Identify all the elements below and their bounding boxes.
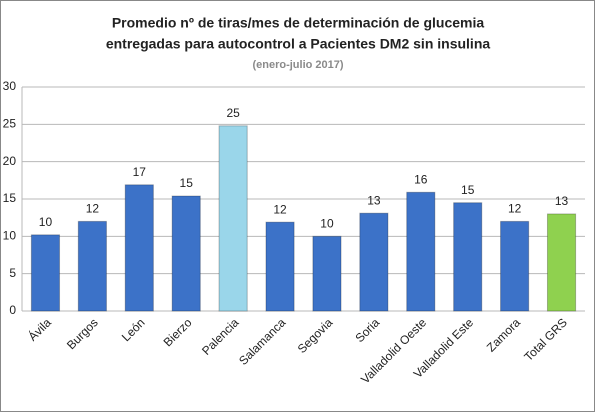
- y-tick-label: 15: [3, 191, 17, 205]
- bar: [546, 213, 577, 312]
- data-label: 12: [86, 202, 100, 216]
- data-label: 25: [226, 106, 240, 120]
- bar: [453, 202, 483, 312]
- bar: [500, 220, 530, 312]
- y-tick-label: 25: [3, 117, 17, 131]
- y-tick-label: 20: [3, 154, 17, 168]
- bar: [406, 191, 436, 312]
- data-label: 13: [367, 193, 381, 207]
- bar: [359, 212, 389, 312]
- data-label: 15: [180, 176, 194, 190]
- data-label: 13: [555, 194, 569, 208]
- data-label: 12: [273, 202, 287, 216]
- y-tick-label: 0: [9, 303, 16, 317]
- bar: [312, 235, 342, 312]
- bar: [171, 195, 201, 312]
- data-label: 12: [508, 202, 522, 216]
- bar: [30, 234, 61, 312]
- data-label: 10: [320, 217, 334, 231]
- y-tick-label: 5: [9, 266, 16, 280]
- bar: [218, 125, 248, 312]
- data-label: 10: [39, 215, 53, 229]
- bar: [265, 221, 295, 312]
- bar: [124, 184, 154, 312]
- chart-title-line: Promedio nº de tiras/mes de determinació…: [112, 15, 485, 31]
- bar: [77, 220, 107, 312]
- y-tick-label: 10: [3, 229, 17, 243]
- data-label: 16: [414, 172, 428, 186]
- data-label: 15: [461, 183, 475, 197]
- data-label: 17: [133, 165, 147, 179]
- chart-title-line: entregadas para autocontrol a Pacientes …: [106, 36, 491, 52]
- chart-subtitle: (enero-julio 2017): [252, 59, 343, 71]
- y-tick-label: 30: [3, 79, 17, 93]
